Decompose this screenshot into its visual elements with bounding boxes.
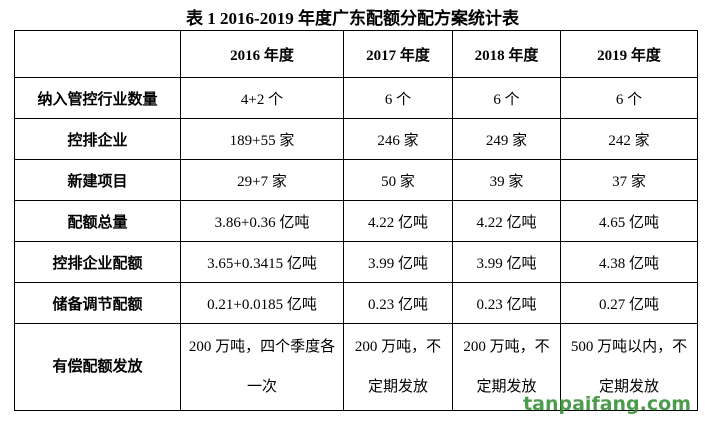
table-cell: 500 万吨以内，不定期发放 [560, 323, 698, 411]
table-cell: 0.23 亿吨 [452, 282, 561, 324]
row-label: 控排企业配额 [14, 241, 181, 283]
table-cell: 4.38 亿吨 [560, 241, 698, 283]
row-label: 配额总量 [14, 200, 181, 242]
table-cell: 0.23 亿吨 [343, 282, 453, 324]
table-cell: 200 万吨，不定期发放 [343, 323, 453, 411]
table-cell: 4+2 个 [180, 77, 344, 119]
table-cell: 246 家 [343, 118, 453, 160]
table-cell: 4.22 亿吨 [452, 200, 561, 242]
table-cell: 3.99 亿吨 [452, 241, 561, 283]
table-row: 配额总量 3.86+0.36 亿吨 4.22 亿吨 4.22 亿吨 4.65 亿吨 [14, 200, 698, 242]
table-cell: 249 家 [452, 118, 561, 160]
table-cell: 6 个 [452, 77, 561, 119]
table-cell: 242 家 [560, 118, 698, 160]
column-header: 2016 年度 [180, 30, 344, 78]
table-title: 表 1 2016-2019 年度广东配额分配方案统计表 [186, 9, 519, 28]
header-row: 2016 年度 2017 年度 2018 年度 2019 年度 [14, 30, 698, 78]
table-cell: 3.65+0.3415 亿吨 [180, 241, 344, 283]
corner-cell [14, 30, 181, 78]
table-cell: 3.99 亿吨 [343, 241, 453, 283]
table-cell: 3.86+0.36 亿吨 [180, 200, 344, 242]
column-header: 2017 年度 [343, 30, 453, 78]
row-label: 储备调节配额 [14, 282, 181, 324]
table-cell: 200 万吨，四个季度各一次 [180, 323, 344, 411]
table-row: 有偿配额发放 200 万吨，四个季度各一次 200 万吨，不定期发放 200 万吨，不… [14, 323, 698, 411]
row-label: 纳入管控行业数量 [14, 77, 181, 119]
table-row: 新建项目 29+7 家 50 家 39 家 37 家 [14, 159, 698, 201]
table-cell: 29+7 家 [180, 159, 344, 201]
table-cell: 189+55 家 [180, 118, 344, 160]
table-cell: 4.22 亿吨 [343, 200, 453, 242]
table-cell: 200 万吨，不定期发放 [452, 323, 561, 411]
table-cell: 6 个 [343, 77, 453, 119]
row-label: 控排企业 [14, 118, 181, 160]
table-row: 控排企业配额 3.65+0.3415 亿吨 3.99 亿吨 3.99 亿吨 4.38 亿… [14, 241, 698, 283]
table-cell: 4.65 亿吨 [560, 200, 698, 242]
table-row: 储备调节配额 0.21+0.0185 亿吨 0.23 亿吨 0.23 亿吨 0.27 亿… [14, 282, 698, 324]
table-row: 控排企业 189+55 家 246 家 249 家 242 家 [14, 118, 698, 160]
table-cell: 0.21+0.0185 亿吨 [180, 282, 344, 324]
row-label: 新建项目 [14, 159, 181, 201]
watermark: tanpaifang.com [523, 393, 691, 415]
table-cell: 6 个 [560, 77, 698, 119]
table-cell: 0.27 亿吨 [560, 282, 698, 324]
table-cell: 39 家 [452, 159, 561, 201]
row-label: 有偿配额发放 [14, 323, 181, 411]
table: 2016 年度 2017 年度 2018 年度 2019 年度 纳入管控行业数量 4+2… [14, 30, 698, 411]
table-cell: 50 家 [343, 159, 453, 201]
column-header: 2019 年度 [560, 30, 698, 78]
column-header: 2018 年度 [452, 30, 561, 78]
table-cell: 37 家 [560, 159, 698, 201]
